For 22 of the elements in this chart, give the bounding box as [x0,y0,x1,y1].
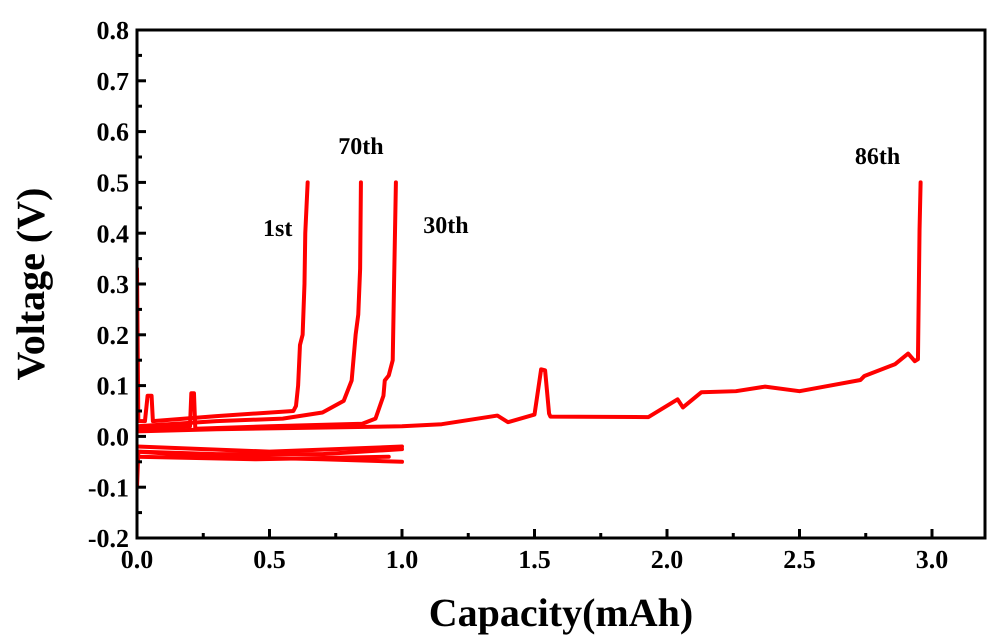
x-tick-label: 1.5 [518,545,551,574]
y-tick-label: 0.1 [96,372,129,401]
y-tick-label: -0.1 [88,473,129,502]
y-tick-label: 0.6 [96,118,129,147]
y-tick-label: 0.2 [96,320,129,350]
series-label: 86th [854,144,900,170]
y-tick-label: 0.3 [96,270,129,300]
x-tick-label: 2.0 [650,545,684,574]
x-axis-title: Capacity(mAh) [428,590,694,635]
y-tick-label: 0.7 [96,66,129,96]
y-tick-label: 0.8 [96,16,129,46]
y-tick-label: 0.4 [96,219,129,248]
y-tick-label: 0.0 [96,422,129,452]
x-tick-label: 0.5 [253,545,286,574]
y-axis-title: Voltage (V) [8,188,53,380]
x-tick-label: 1.0 [386,545,418,574]
x-tick-label: 3.0 [916,545,948,574]
y-tick-label: 0.5 [96,168,129,198]
series-label: 30th [423,212,469,239]
series-label: 1st [262,216,292,242]
series-label: 70th [338,134,384,160]
x-tick-label: 2.5 [783,545,816,574]
